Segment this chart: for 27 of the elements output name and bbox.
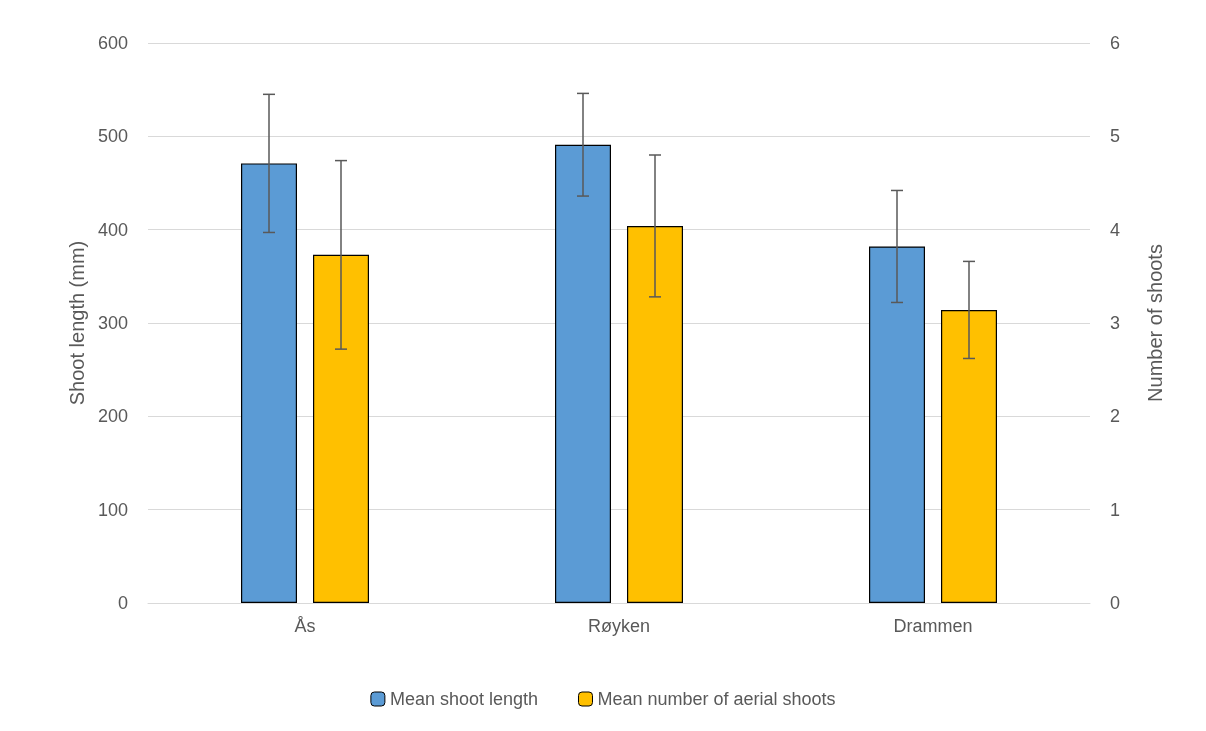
y-tick-label: 400 (97, 219, 128, 240)
y2-tick-label: 2 (1110, 406, 1121, 427)
bar (241, 163, 297, 603)
y-tick-label: 200 (97, 406, 128, 427)
y2-tick-label: 0 (1110, 593, 1121, 613)
y-axis-title: Shoot length (mm) (66, 240, 89, 406)
bar (941, 309, 997, 603)
bar (869, 246, 925, 603)
legend-label: Mean shoot length (389, 689, 538, 709)
y2-tick-label: 4 (1110, 219, 1121, 240)
x-tick-label: Røyken (587, 616, 651, 636)
y-tick-label: 100 (97, 499, 128, 520)
y-tick-label: 0 (117, 593, 128, 613)
y2-axis-title: Number of shoots (1144, 244, 1166, 402)
bar (555, 144, 611, 603)
y2-tick-label: 5 (1110, 126, 1121, 147)
y2-tick-label: 6 (1110, 33, 1121, 53)
y2-tick-label: 3 (1110, 313, 1121, 333)
y-tick-label: 300 (97, 313, 128, 333)
x-tick-label: Drammen (893, 616, 973, 636)
y2-tick-label: 1 (1110, 499, 1121, 520)
bar (627, 225, 683, 603)
legend-label: Mean number of aerial shoots (597, 689, 836, 709)
bar (313, 254, 369, 603)
x-tick-label: Ås (294, 616, 316, 636)
y-tick-label: 600 (97, 33, 128, 53)
y-tick-label: 500 (97, 126, 128, 147)
